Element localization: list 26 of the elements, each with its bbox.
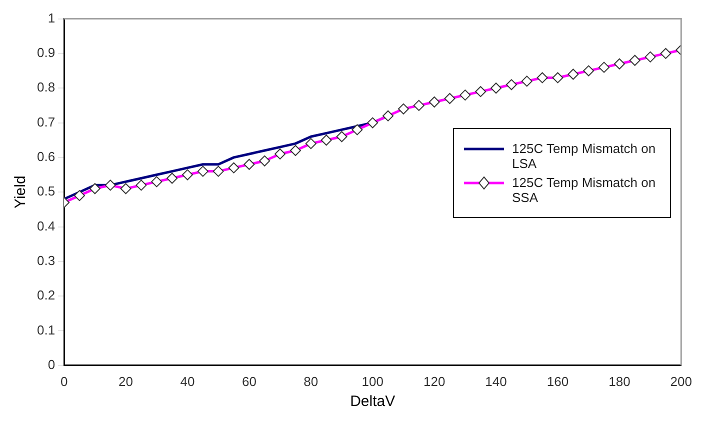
y-tick-label: 1 (48, 10, 56, 26)
y-tick-label: 0.9 (36, 45, 56, 60)
legend-label: 125C Temp Mismatch on SSA (512, 175, 657, 205)
y-tick-label: 0.4 (36, 218, 56, 234)
x-tick-label: 180 (608, 374, 630, 389)
y-axis-title: Yield (12, 176, 30, 209)
x-tick-label: 120 (423, 374, 446, 389)
y-tick-label: 0 (48, 356, 56, 372)
y-tick-label: 0.3 (36, 253, 56, 268)
x-axis-title: DeltaV (350, 393, 396, 410)
legend-label: 125C Temp Mismatch on LSA (512, 141, 657, 171)
x-tick-label: 20 (118, 374, 134, 389)
x-tick-label: 0 (60, 374, 68, 389)
x-tick-label: 140 (485, 374, 507, 389)
x-tick-label: 200 (670, 374, 692, 389)
y-tick-label: 0.2 (36, 288, 56, 303)
x-tick-label: 160 (546, 374, 569, 389)
y-tick-label: 0.8 (36, 80, 56, 95)
y-tick-label: 0.6 (36, 149, 56, 164)
x-tick-label: 40 (180, 374, 195, 389)
x-tick-label: 60 (242, 374, 256, 389)
x-tick-label: 80 (304, 374, 318, 389)
y-tick-label: 0.7 (36, 114, 56, 130)
y-tick-label: 0.1 (36, 322, 56, 338)
x-tick-label: 100 (362, 374, 384, 389)
y-tick-label: 0.5 (36, 184, 56, 199)
